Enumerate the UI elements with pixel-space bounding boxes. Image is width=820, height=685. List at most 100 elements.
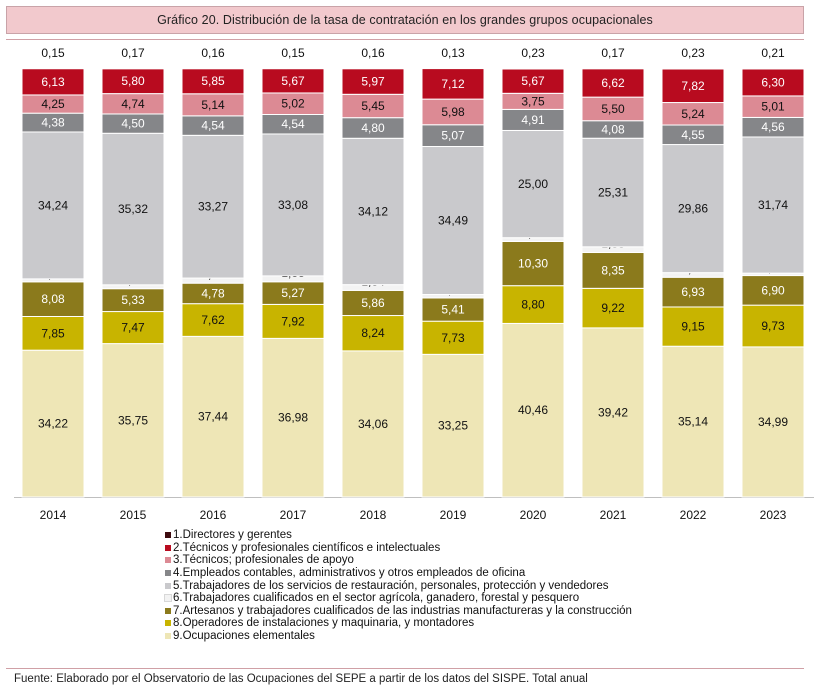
legend-swatch [165,532,171,539]
data-label: 7,12 [441,77,465,91]
data-label: 8,35 [601,263,625,277]
data-label: 0,15 [41,46,65,60]
bar-segment [421,353,485,498]
bar-segment [501,285,565,324]
title-divider [6,39,804,40]
data-label: 5,02 [281,97,305,111]
legend-swatch [165,620,171,627]
data-label: 5,85 [201,74,225,88]
bar-segment [341,67,405,70]
bar-segment [741,304,805,348]
x-tick-label: 2023 [760,508,787,522]
data-label: 7,82 [681,79,705,93]
data-label: 4,54 [201,119,225,133]
bar-segment [661,144,725,274]
legend-item: 4.Empleados contables, administrativos y… [165,567,765,580]
data-label: 40,46 [518,403,548,417]
data-label: 36,98 [278,411,308,425]
data-label: 35,14 [678,415,708,429]
bar-segment [741,136,805,274]
data-label: 6,93 [681,285,705,299]
data-label: 7,85 [41,326,65,340]
legend-label: 1.Directores y gerentes [173,529,292,542]
bar-segment [661,345,725,498]
data-label: 33,08 [278,198,308,212]
x-tick-label: 2022 [680,508,707,522]
bar-segment [261,68,325,94]
bar-segment [101,68,165,95]
x-tick-label: 2019 [440,508,467,522]
data-label: 6,90 [761,283,785,297]
chart-source: Fuente: Elaborado por el Observatorio de… [14,673,588,685]
data-label: 5,80 [121,74,145,88]
bar-stack-2017: 36,987,925,271,3833,084,545,025,670,15 [261,46,325,498]
bar-segment [581,327,645,498]
data-label: 5,41 [441,303,465,317]
x-tick-label: 2014 [40,508,67,522]
bar-segment [501,129,565,239]
data-label: 25,00 [518,177,548,191]
data-label: 5,67 [521,74,545,88]
data-label: 25,31 [598,186,628,200]
x-tick-label: 2015 [120,508,147,522]
bar-segment [21,67,85,70]
data-label: 34,22 [38,417,68,431]
data-label: 4,55 [681,128,705,142]
data-label: 6,62 [601,76,625,90]
data-label: 35,32 [118,202,148,216]
legend-item: 6.Trabajadores cualificados en el sector… [164,592,765,605]
data-label: 5,33 [121,293,145,307]
legend-item: 7.Artesanos y trabajadores cualificados … [165,605,765,618]
legend-swatch [165,607,171,614]
bar-stack-2021: 39,429,228,351,3325,314,085,506,620,17 [581,46,645,498]
data-label: 35,75 [118,413,148,427]
bar-stack-2018: 34,068,245,861,3434,124,805,455,970,16 [341,46,405,498]
data-label: 0,23 [521,46,545,60]
bar-segment [501,67,565,70]
bar-segment [261,337,325,498]
data-label: 4,91 [521,113,545,127]
legend-label: 8.Operadores de instalaciones y maquinar… [173,617,475,630]
data-label: 9,15 [681,320,705,334]
bar-segment [421,146,485,295]
legend-swatch [165,582,171,589]
legend-swatch [165,633,171,640]
bar-segment [661,276,725,308]
bar-segment [21,316,85,351]
data-label: 5,27 [281,286,305,300]
stacked-bar-chart: 34,227,858,080,6934,244,384,256,130,1520… [14,46,814,522]
data-label: 4,38 [41,116,65,130]
data-label: 34,49 [438,214,468,228]
bar-stack-2022: 35,149,156,931,0729,864,555,247,820,23 [661,46,725,498]
bar-segment [741,346,805,498]
x-tick-label: 2018 [360,508,387,522]
legend-item: 8.Operadores de instalaciones y maquinar… [165,617,765,630]
data-label: 4,78 [201,286,225,300]
data-label: 7,47 [121,321,145,335]
data-label: 5,98 [441,105,465,119]
data-label: 4,54 [281,117,305,131]
bar-segment [581,137,645,248]
data-label: 4,50 [121,117,145,131]
data-label: 7,92 [281,314,305,328]
bar-segment [181,67,245,70]
data-label: 33,27 [198,200,228,214]
data-label: 5,50 [601,102,625,116]
legend-label: 2.Técnicos y profesionales científicos e… [173,541,441,554]
bar-segment [661,306,725,347]
data-label: 31,74 [758,198,788,212]
legend-item: 9.Ocupaciones elementales [165,630,765,643]
data-label: 0,21 [761,46,785,60]
data-label: 5,67 [281,74,305,88]
data-label: 0,17 [601,46,625,60]
data-label: 8,24 [361,326,385,340]
data-label: 33,25 [438,419,468,433]
data-label: 5,24 [681,107,705,121]
bar-segment [341,315,405,352]
bar-segment [341,68,405,95]
bar-segment [101,67,165,70]
legend-swatch [164,594,172,603]
bar-segment [341,350,405,498]
legend-label: 5.Trabajadores de los servicios de resta… [173,579,609,592]
data-label: 5,97 [361,74,385,88]
